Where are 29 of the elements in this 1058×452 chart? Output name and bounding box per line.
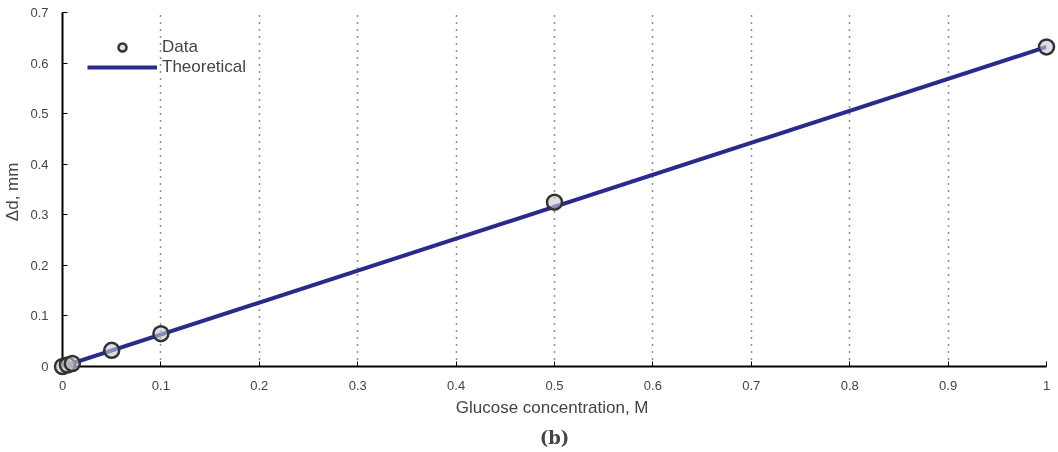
x-tick-label: 0.8 — [840, 377, 859, 393]
x-tick-label: 0.1 — [151, 377, 170, 393]
y-tick-label: 0 — [41, 359, 49, 374]
y-tick-label: 0.2 — [30, 257, 49, 273]
x-tick-label: 0.9 — [939, 377, 958, 393]
text: (b) — [539, 426, 570, 448]
x-tick-label: 0.2 — [250, 377, 269, 393]
x-tick-label: 0 — [58, 377, 67, 393]
x-tick-label: 0.7 — [742, 377, 761, 393]
y-tick-label: 0.6 — [30, 55, 49, 71]
x-tick-label: 0.5 — [545, 377, 564, 393]
x-tick-label: 0.4 — [447, 377, 466, 393]
point — [63, 354, 82, 373]
y-tick-label: 0.4 — [30, 156, 49, 172]
y-axis-title: Δd, mm — [3, 162, 23, 222]
y-tick-label: 0.3 — [30, 207, 49, 223]
x-axis-title: Glucose concentration, M — [455, 397, 649, 417]
y-tick-label: 0.7 — [30, 5, 49, 20]
y-tick-label: 0.1 — [30, 308, 49, 324]
point — [1037, 38, 1056, 56]
x-tick-label: 0.3 — [348, 377, 367, 393]
point — [545, 193, 564, 211]
y-tick-label: 0.5 — [30, 106, 49, 122]
legend-label: Theoretical — [162, 57, 247, 77]
point — [152, 324, 170, 343]
x-tick-label: 0.6 — [643, 377, 662, 393]
point — [102, 341, 121, 360]
x-tick-label: 1 — [1042, 377, 1051, 393]
legend-label: Data — [162, 37, 198, 57]
